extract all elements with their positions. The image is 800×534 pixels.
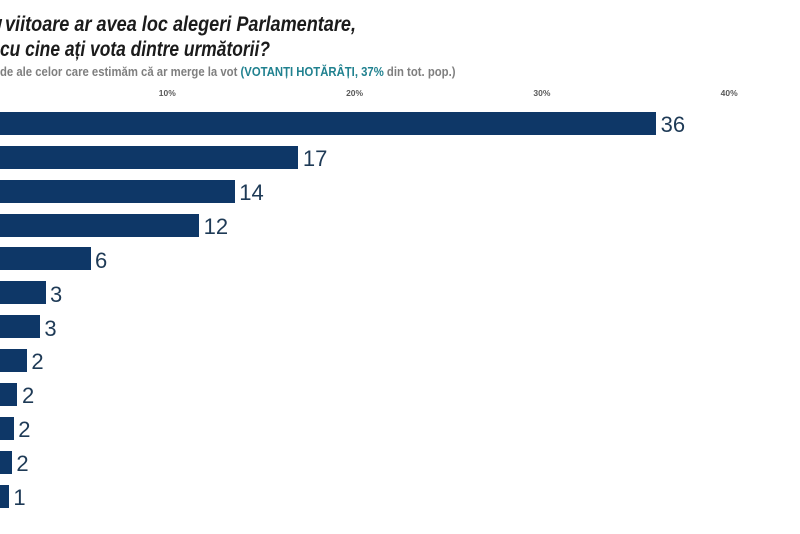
bar-value-label: 2 <box>21 383 35 409</box>
subtitle-highlight: (VOTANȚI HOTĂRÂȚI, 37% <box>240 63 384 79</box>
bar-value-label: 17 <box>302 146 328 172</box>
bar-row: 36 <box>0 112 800 138</box>
bar <box>0 281 46 305</box>
subtitle-suffix: din tot. pop.) <box>383 63 456 79</box>
chart-subtitle: de ale celor care estimăm că ar merge la… <box>0 65 523 78</box>
bar <box>0 315 40 339</box>
bar-value-label: 12 <box>203 213 229 239</box>
bar <box>0 247 91 271</box>
bar-value-label: 3 <box>50 281 63 307</box>
bar-row: 2 <box>0 416 800 443</box>
bar <box>0 349 27 373</box>
chart-title-line2-text: cu cine ați vota dintre următorii? <box>0 36 270 61</box>
chart-subtitle-text: de ale celor care estimăm că ar merge la… <box>0 65 456 78</box>
x-axis-tick-label: 10% <box>158 88 176 99</box>
bar-row: 1 <box>0 484 800 510</box>
bar <box>0 179 235 203</box>
bar-row: 6 <box>0 247 800 273</box>
bar-value-label: 14 <box>239 180 264 206</box>
bar <box>0 484 9 508</box>
x-axis-tick-label: 40% <box>720 88 738 99</box>
bar-row: 2 <box>0 349 800 375</box>
x-axis-tick-label: 20% <box>346 88 364 99</box>
bar <box>0 416 14 440</box>
bar-row: 14 <box>0 179 800 206</box>
chart-title-line1-text: viitoare ar avea loc alegeri Parlamentar… <box>5 11 356 36</box>
bar-row: 3 <box>0 315 800 341</box>
bar-row: 3 <box>0 281 800 307</box>
x-axis-tick-label: 30% <box>533 88 551 99</box>
bar <box>0 382 18 406</box>
bar-value-label: 36 <box>660 112 686 138</box>
bar <box>0 145 299 169</box>
cropped-letter-fragment <box>0 19 3 30</box>
bar-value-label: 2 <box>18 417 31 443</box>
bar-row: 2 <box>0 450 800 476</box>
chart-title-line1: viitoare ar avea loc alegeri Parlamentar… <box>5 11 422 36</box>
bar-row: 17 <box>0 145 800 172</box>
bar-value-label: 1 <box>13 484 26 510</box>
bar-value-label: 6 <box>95 247 108 273</box>
subtitle-prefix: de ale celor care estimăm că ar merge la… <box>0 63 241 79</box>
chart-title-line2: cu cine ați vota dintre următorii? <box>0 36 333 61</box>
bar-value-label: 2 <box>16 450 29 476</box>
bar-row: 12 <box>0 213 800 239</box>
bar <box>0 450 12 474</box>
bar-value-label: 2 <box>31 349 44 375</box>
bar <box>0 112 657 135</box>
bar-row: 2 <box>0 382 800 409</box>
bar <box>0 213 200 237</box>
bar-value-label: 3 <box>44 315 57 341</box>
